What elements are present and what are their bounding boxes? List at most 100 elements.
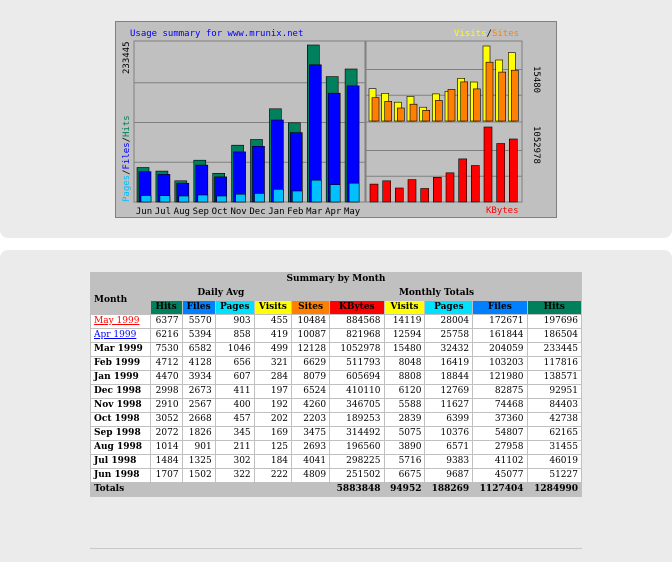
cell-d-pages: 302: [215, 455, 254, 468]
table-row: Oct 1998 3052 2668 457 202 2203 189253 2839 6399…: [91, 413, 581, 426]
cell-m-files: 54807: [473, 427, 527, 440]
pages-files-hits-legend: Pages/Files/Hits: [122, 115, 132, 202]
month-link[interactable]: Apr 1999: [94, 330, 137, 340]
sites-bar: [409, 103, 418, 122]
month-cell: Dec 1998: [91, 385, 150, 398]
month-cell: Aug 1998: [91, 441, 150, 454]
month-cell: Jun 1998: [91, 469, 150, 482]
col-daily-files: Files: [182, 301, 215, 314]
month-cell: May 1999: [91, 315, 150, 328]
cell-d-visits: 455: [254, 315, 292, 328]
cell-m-hits: 62165: [527, 427, 581, 440]
cell-m-kbytes: 1052978: [330, 343, 384, 356]
cell-m-kbytes: 605694: [330, 371, 384, 384]
totals-label: Totals: [91, 483, 150, 496]
cell-d-files: 1826: [182, 427, 215, 440]
sites-bar: [384, 101, 393, 122]
cell-d-hits: 6377: [150, 315, 182, 328]
month-tick-label: Dec: [249, 207, 265, 217]
cell-m-files: 204059: [473, 343, 527, 356]
cell-d-hits: 7530: [150, 343, 182, 356]
month-tick-label: May: [344, 207, 361, 217]
total-hits: 1284990: [527, 483, 581, 496]
kbytes-bar: [483, 126, 493, 203]
sites-bar: [485, 61, 494, 122]
month-tick-label: Oct: [212, 207, 228, 217]
cell-d-hits: 6216: [150, 329, 182, 342]
pages-bar: [159, 195, 171, 203]
cell-m-kbytes: 189253: [330, 413, 384, 426]
cell-m-visits: 8048: [384, 357, 425, 370]
cell-m-pages: 16419: [425, 357, 473, 370]
cell-m-hits: 92951: [527, 385, 581, 398]
cell-d-files: 6582: [182, 343, 215, 356]
pages-bar: [140, 195, 152, 203]
col-daily-hits: Hits: [150, 301, 182, 314]
cell-m-pages: 9687: [425, 469, 473, 482]
monthly-totals-header: Monthly Totals: [292, 287, 581, 300]
table-row: Aug 1998 1014 901 211 125 2693 196560 3890 6571 2…: [91, 441, 581, 454]
col-monthly-kbytes: KBytes: [330, 301, 384, 314]
cell-d-hits: 2910: [150, 399, 182, 412]
total-pages: 188269: [425, 483, 473, 496]
month-link[interactable]: May 1999: [94, 316, 140, 326]
cell-d-visits: 202: [254, 413, 292, 426]
legend-slash: /: [487, 29, 492, 39]
sites-bar: [396, 107, 405, 122]
cell-d-pages: 211: [215, 441, 254, 454]
cell-m-visits: 15480: [384, 343, 425, 356]
sites-bar: [498, 71, 507, 122]
cell-d-hits: 1484: [150, 455, 182, 468]
cell-m-sites: 4041: [292, 455, 330, 468]
kbytes-bar: [420, 188, 430, 203]
cell-m-pages: 32432: [425, 343, 473, 356]
table-row: May 1999 6377 5570 903 455 10484 884568 14119 28…: [91, 315, 581, 328]
sites-bar: [460, 81, 469, 122]
pages-bar: [292, 190, 303, 203]
cell-d-visits: 192: [254, 399, 292, 412]
cell-m-kbytes: 821968: [330, 329, 384, 342]
cell-m-pages: 10376: [425, 427, 473, 440]
max-hits-label: 233445: [122, 41, 132, 74]
totals-blank: [150, 483, 330, 496]
cell-d-files: 2673: [182, 385, 215, 398]
month-tick-label: Apr: [325, 207, 342, 217]
cell-d-files: 3934: [182, 371, 215, 384]
usage-graph-svg: Jun Jul Aug Sep Oct Nov Dec Jan Feb Mar Apr May Usa…: [122, 29, 541, 217]
month-cell: Mar 1999: [91, 343, 150, 356]
cell-m-sites: 10484: [292, 315, 330, 328]
cell-m-kbytes: 346705: [330, 399, 384, 412]
kbytes-bar: [407, 179, 417, 203]
graph-panel: Jun Jul Aug Sep Oct Nov Dec Jan Feb Mar Apr May Usa…: [0, 0, 672, 238]
kbytes-bar: [382, 180, 392, 203]
col-monthly-files: Files: [473, 301, 527, 314]
cell-m-pages: 6571: [425, 441, 473, 454]
cell-m-files: 121980: [473, 371, 527, 384]
cell-m-kbytes: 511793: [330, 357, 384, 370]
pages-bar: [348, 182, 360, 203]
cell-m-files: 172671: [473, 315, 527, 328]
cell-d-hits: 2072: [150, 427, 182, 440]
cell-m-visits: 5075: [384, 427, 425, 440]
month-cell: Nov 1998: [91, 399, 150, 412]
cell-m-pages: 28004: [425, 315, 473, 328]
cell-m-sites: 6629: [292, 357, 330, 370]
month-labels: Jun Jul Aug Sep Oct Nov Dec Jan Feb Mar Apr May: [136, 207, 361, 217]
max-kbytes-label: 1052978: [531, 126, 541, 164]
cell-d-hits: 1014: [150, 441, 182, 454]
cell-m-pages: 12769: [425, 385, 473, 398]
cell-m-hits: 186504: [527, 329, 581, 342]
cell-m-hits: 84403: [527, 399, 581, 412]
table-row: Jan 1999 4470 3934 607 284 8079 605694 8808 1884…: [91, 371, 581, 384]
month-cell: Feb 1999: [91, 357, 150, 370]
cell-d-pages: 411: [215, 385, 254, 398]
month-tick-label: Nov: [230, 207, 246, 217]
kbytes-legend: KBytes: [486, 206, 519, 216]
cell-m-hits: 51227: [527, 469, 581, 482]
cell-m-hits: 31455: [527, 441, 581, 454]
pages-bar: [235, 193, 246, 203]
cell-m-files: 161844: [473, 329, 527, 342]
cell-m-visits: 14119: [384, 315, 425, 328]
kbytes-bar: [496, 143, 506, 203]
cell-m-sites: 12128: [292, 343, 330, 356]
